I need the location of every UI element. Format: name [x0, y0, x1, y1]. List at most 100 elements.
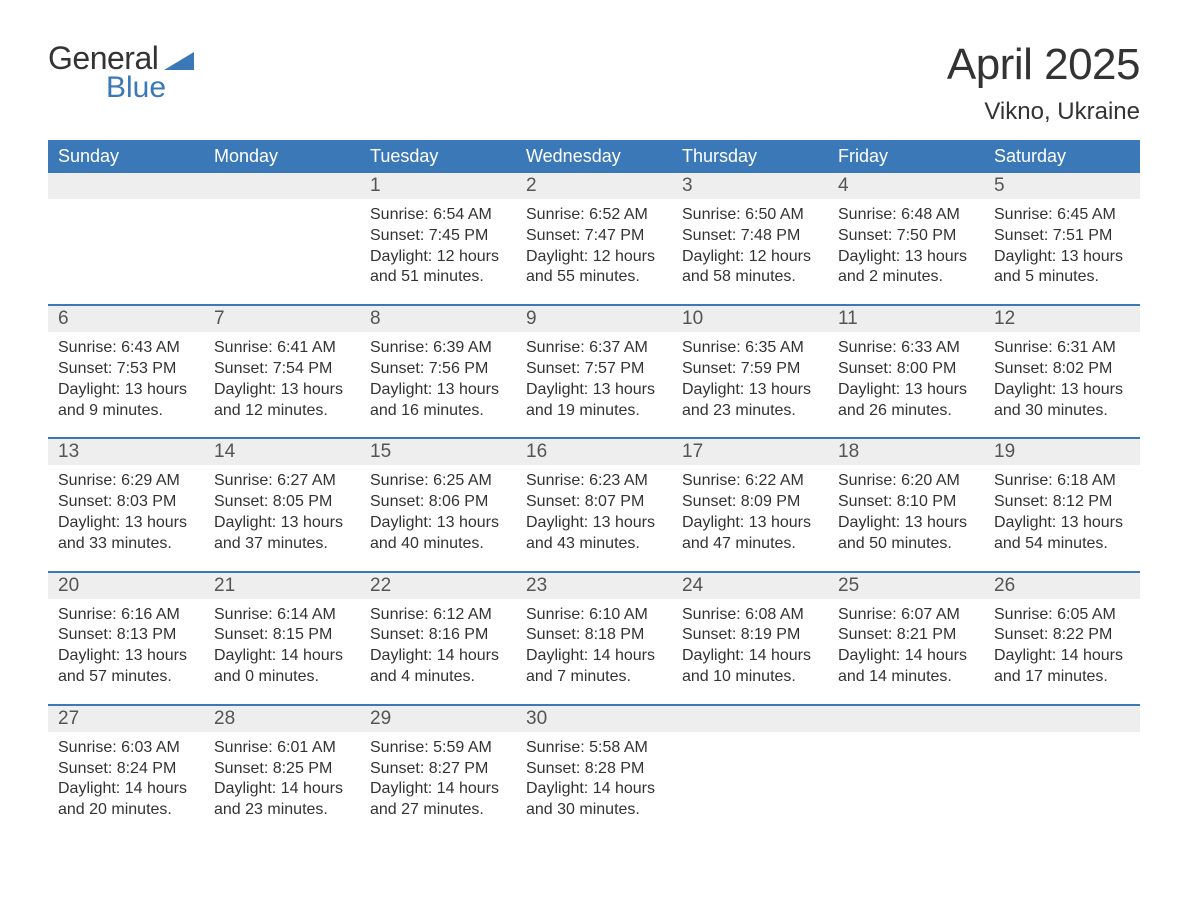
sunset-text: Sunset: 8:06 PM — [370, 492, 506, 513]
date-number: 6 — [48, 306, 204, 332]
day2-text: and 0 minutes. — [214, 667, 350, 688]
day2-text: and 43 minutes. — [526, 534, 662, 555]
day1-text: Daylight: 13 hours — [58, 646, 194, 667]
date-number: 8 — [360, 306, 516, 332]
day2-text: and 19 minutes. — [526, 401, 662, 422]
date-number — [672, 706, 828, 732]
sunset-text: Sunset: 7:57 PM — [526, 359, 662, 380]
sunset-text: Sunset: 8:03 PM — [58, 492, 194, 513]
sunrise-text: Sunrise: 6:27 AM — [214, 471, 350, 492]
date-number: 3 — [672, 173, 828, 199]
day2-text: and 9 minutes. — [58, 401, 194, 422]
date-number: 27 — [48, 706, 204, 732]
day2-text: and 58 minutes. — [682, 267, 818, 288]
sunset-text: Sunset: 7:45 PM — [370, 226, 506, 247]
day2-text: and 37 minutes. — [214, 534, 350, 555]
day2-text: and 57 minutes. — [58, 667, 194, 688]
sunset-text: Sunset: 7:50 PM — [838, 226, 974, 247]
day-cell: Sunrise: 6:54 AMSunset: 7:45 PMDaylight:… — [360, 199, 516, 304]
page-title: April 2025 — [947, 40, 1140, 90]
day-cell: Sunrise: 6:37 AMSunset: 7:57 PMDaylight:… — [516, 332, 672, 437]
day2-text: and 50 minutes. — [838, 534, 974, 555]
day1-text: Daylight: 13 hours — [994, 380, 1130, 401]
day2-text: and 20 minutes. — [58, 800, 194, 821]
date-number — [828, 706, 984, 732]
date-number: 16 — [516, 439, 672, 465]
date-number: 11 — [828, 306, 984, 332]
day2-text: and 27 minutes. — [370, 800, 506, 821]
sunrise-text: Sunrise: 6:12 AM — [370, 605, 506, 626]
sunset-text: Sunset: 8:09 PM — [682, 492, 818, 513]
day-header-friday: Friday — [828, 140, 984, 173]
sunset-text: Sunset: 8:18 PM — [526, 625, 662, 646]
sunset-text: Sunset: 8:27 PM — [370, 759, 506, 780]
date-number: 20 — [48, 573, 204, 599]
info-row: Sunrise: 6:03 AMSunset: 8:24 PMDaylight:… — [48, 732, 1140, 837]
day-cell: Sunrise: 6:33 AMSunset: 8:00 PMDaylight:… — [828, 332, 984, 437]
day-cell: Sunrise: 6:12 AMSunset: 8:16 PMDaylight:… — [360, 599, 516, 704]
week-block: 13141516171819Sunrise: 6:29 AMSunset: 8:… — [48, 437, 1140, 570]
day-cell — [672, 732, 828, 837]
day-cell — [48, 199, 204, 304]
day1-text: Daylight: 13 hours — [682, 380, 818, 401]
day1-text: Daylight: 14 hours — [838, 646, 974, 667]
sunset-text: Sunset: 8:12 PM — [994, 492, 1130, 513]
day1-text: Daylight: 14 hours — [214, 779, 350, 800]
week-block: 12345Sunrise: 6:54 AMSunset: 7:45 PMDayl… — [48, 173, 1140, 304]
sunset-text: Sunset: 7:53 PM — [58, 359, 194, 380]
week-block: 20212223242526Sunrise: 6:16 AMSunset: 8:… — [48, 571, 1140, 704]
sunset-text: Sunset: 8:25 PM — [214, 759, 350, 780]
day-cell: Sunrise: 6:45 AMSunset: 7:51 PMDaylight:… — [984, 199, 1140, 304]
sunrise-text: Sunrise: 6:20 AM — [838, 471, 974, 492]
day-cell: Sunrise: 6:20 AMSunset: 8:10 PMDaylight:… — [828, 465, 984, 570]
day-cell: Sunrise: 6:23 AMSunset: 8:07 PMDaylight:… — [516, 465, 672, 570]
day-cell — [204, 199, 360, 304]
date-number — [984, 706, 1140, 732]
day2-text: and 26 minutes. — [838, 401, 974, 422]
sunset-text: Sunset: 7:56 PM — [370, 359, 506, 380]
day2-text: and 30 minutes. — [994, 401, 1130, 422]
sunrise-text: Sunrise: 5:58 AM — [526, 738, 662, 759]
day2-text: and 51 minutes. — [370, 267, 506, 288]
sunrise-text: Sunrise: 6:48 AM — [838, 205, 974, 226]
info-row: Sunrise: 6:29 AMSunset: 8:03 PMDaylight:… — [48, 465, 1140, 570]
date-number: 30 — [516, 706, 672, 732]
sunset-text: Sunset: 8:02 PM — [994, 359, 1130, 380]
day-header-row: Sunday Monday Tuesday Wednesday Thursday… — [48, 140, 1140, 173]
day1-text: Daylight: 12 hours — [526, 247, 662, 268]
day1-text: Daylight: 14 hours — [682, 646, 818, 667]
sunset-text: Sunset: 8:28 PM — [526, 759, 662, 780]
title-block: April 2025 Vikno, Ukraine — [947, 40, 1140, 126]
header: General Blue April 2025 Vikno, Ukraine — [48, 40, 1140, 126]
week-block: 6789101112Sunrise: 6:43 AMSunset: 7:53 P… — [48, 304, 1140, 437]
day-cell: Sunrise: 6:25 AMSunset: 8:06 PMDaylight:… — [360, 465, 516, 570]
sunrise-text: Sunrise: 6:14 AM — [214, 605, 350, 626]
date-number: 5 — [984, 173, 1140, 199]
date-number: 14 — [204, 439, 360, 465]
day1-text: Daylight: 13 hours — [526, 380, 662, 401]
date-number: 26 — [984, 573, 1140, 599]
day-cell: Sunrise: 6:16 AMSunset: 8:13 PMDaylight:… — [48, 599, 204, 704]
day2-text: and 12 minutes. — [214, 401, 350, 422]
date-number: 28 — [204, 706, 360, 732]
date-number-row: 12345 — [48, 173, 1140, 199]
day-cell: Sunrise: 6:39 AMSunset: 7:56 PMDaylight:… — [360, 332, 516, 437]
day-cell: Sunrise: 6:05 AMSunset: 8:22 PMDaylight:… — [984, 599, 1140, 704]
day2-text: and 7 minutes. — [526, 667, 662, 688]
date-number: 24 — [672, 573, 828, 599]
sunrise-text: Sunrise: 6:37 AM — [526, 338, 662, 359]
week-block: 27282930Sunrise: 6:03 AMSunset: 8:24 PMD… — [48, 704, 1140, 837]
info-row: Sunrise: 6:43 AMSunset: 7:53 PMDaylight:… — [48, 332, 1140, 437]
day-cell: Sunrise: 6:08 AMSunset: 8:19 PMDaylight:… — [672, 599, 828, 704]
sunrise-text: Sunrise: 6:33 AM — [838, 338, 974, 359]
date-number: 12 — [984, 306, 1140, 332]
day-cell: Sunrise: 5:59 AMSunset: 8:27 PMDaylight:… — [360, 732, 516, 837]
info-row: Sunrise: 6:54 AMSunset: 7:45 PMDaylight:… — [48, 199, 1140, 304]
day2-text: and 4 minutes. — [370, 667, 506, 688]
date-number: 9 — [516, 306, 672, 332]
sunset-text: Sunset: 8:13 PM — [58, 625, 194, 646]
day-header-saturday: Saturday — [984, 140, 1140, 173]
day1-text: Daylight: 13 hours — [994, 513, 1130, 534]
sunset-text: Sunset: 8:19 PM — [682, 625, 818, 646]
day1-text: Daylight: 14 hours — [370, 646, 506, 667]
